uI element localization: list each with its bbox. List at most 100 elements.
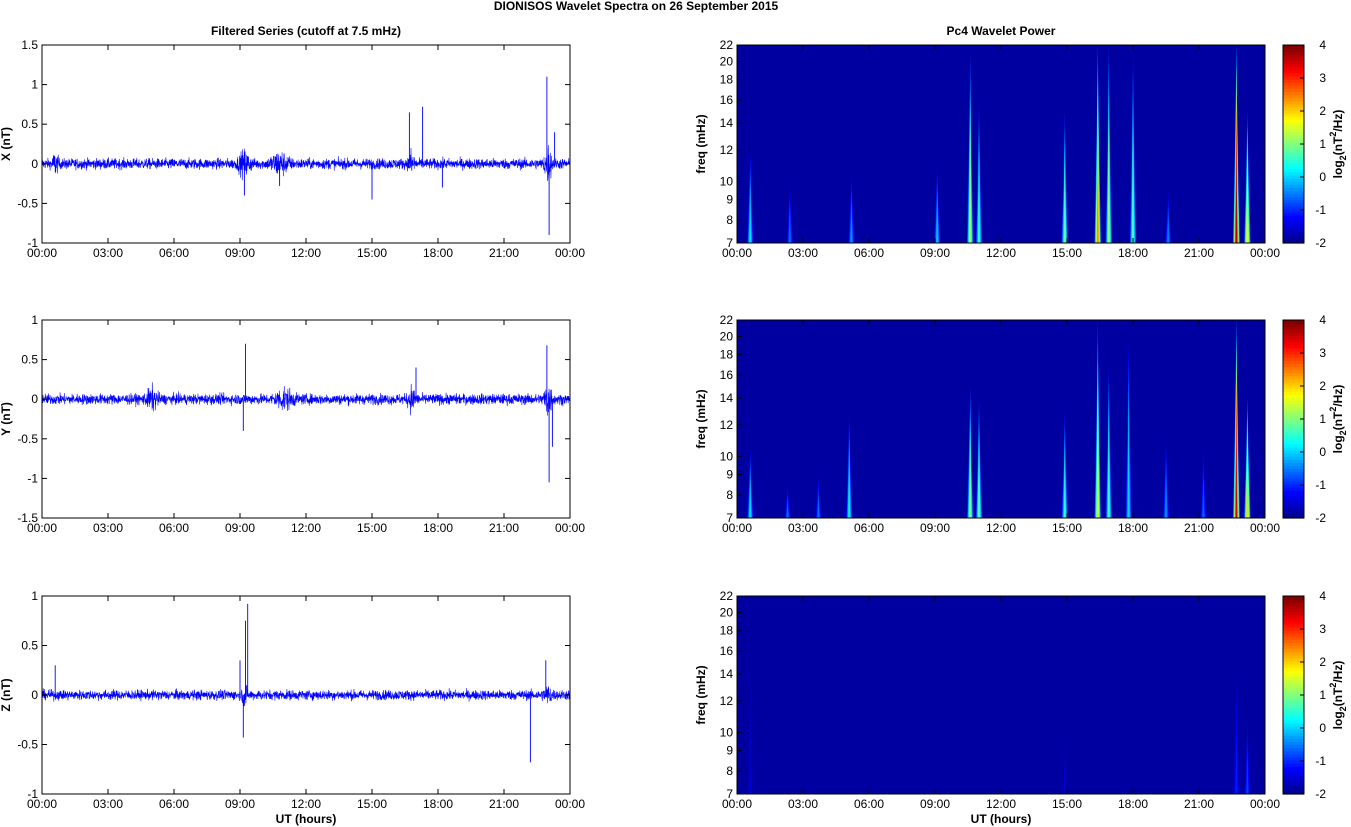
x-series-ytick-label: 0 [31,157,38,171]
y-wavelet-heatmap-background [737,320,1265,518]
x-wavelet-xtick-label: 21:00 [1184,246,1214,260]
z-wavelet-colorbar-segment [1283,713,1304,718]
x-wavelet-power-streak [1246,158,1249,243]
z-wavelet-colorbar-segment [1283,753,1304,758]
y-wavelet-colorbar-segment [1283,335,1304,340]
z-wavelet-colorbar-segment [1283,707,1304,712]
x-wavelet-colorbar-tick-label: 1 [1319,137,1326,151]
y-wavelet-colorbar-segment [1283,462,1304,467]
y-series-ytick-label: -1.5 [17,511,38,525]
z-wavelet-colorbar-segment [1283,691,1304,696]
y-wavelet-colorbar-tick-label: -1 [1315,478,1326,492]
x-wavelet-title: Pc4 Wavelet Power [947,24,1056,38]
x-wavelet-colorbar-segment [1283,125,1304,130]
z-wavelet-colorbar-segment [1283,651,1304,656]
y-wavelet-ytick-label: 7 [726,511,733,525]
y-wavelet-xtick-label: 06:00 [854,521,884,535]
x-wavelet-colorbar-tick-label: -1 [1315,203,1326,217]
y-wavelet-xtick-label: 00:00 [722,521,752,535]
x-series-xtick-label: 15:00 [357,246,387,260]
x-wavelet-colorbar-segment [1283,116,1304,120]
y-wavelet-colorbar-segment [1283,508,1304,513]
y-wavelet-colorbar-segment [1283,400,1304,405]
y-wavelet-colorbar-segment [1283,431,1304,436]
x-wavelet-colorbar-segment [1283,144,1304,148]
x-wavelet-colorbar-segment [1283,140,1304,145]
y-wavelet-colorbar-segment [1283,341,1304,346]
z-wavelet-colorbar-segment [1283,769,1304,773]
x-wavelet-power-streak [1063,158,1066,243]
z-series-xtick-label: 15:00 [357,797,387,811]
x-wavelet-power-streak [749,185,752,243]
y-wavelet-colorbar-segment [1283,514,1304,519]
x-series-ytick-label: 0.5 [21,117,38,131]
z-wavelet-ytick-label: 10 [720,725,734,739]
y-wavelet-colorbar-segment [1283,378,1304,383]
x-series-xtick-label: 21:00 [489,246,519,260]
z-wavelet-colorbar-segment [1283,719,1304,724]
z-wavelet-colorbar-tick-label: -1 [1315,754,1326,768]
z-wavelet-colorbar-segment [1283,787,1304,792]
z-series-ytick-label: 0.5 [21,639,38,653]
y-series-xtick-label: 00:00 [27,521,57,535]
z-wavelet-colorbar-segment [1283,750,1304,755]
y-wavelet-ytick-label: 9 [726,468,733,482]
y-wavelet-power-streak [1107,417,1110,518]
y-wavelet-colorbar-segment [1283,459,1304,463]
z-wavelet-xtick-label: 21:00 [1184,797,1214,811]
x-wavelet-colorbar-tick-label: 2 [1319,104,1326,118]
y-wavelet-xtick-label: 21:00 [1184,521,1214,535]
y-wavelet-colorbar-segment [1283,471,1304,476]
y-wavelet-xtick-label: 00:00 [1250,521,1280,535]
z-series-xtick-label: 00:00 [555,797,585,811]
x-series-xtick-label: 12:00 [291,246,321,260]
x-wavelet-power-streak [969,114,972,243]
x-series-ytick-label: 1 [31,78,38,92]
z-wavelet-xtick-label: 03:00 [788,797,818,811]
y-wavelet-ylabel: freq (mHz) [694,389,708,448]
z-wavelet-xtick-label: 09:00 [920,797,950,811]
x-wavelet-colorbar-segment [1283,88,1304,93]
y-wavelet-colorbar-tick-label: 4 [1319,313,1326,327]
x-wavelet-colorbar-segment [1283,153,1304,157]
x-series-xtick-label: 03:00 [93,246,123,260]
y-wavelet-colorbar-segment [1283,499,1304,504]
y-wavelet-colorbar-segment [1283,440,1304,445]
y-wavelet-colorbar-segment [1283,505,1304,510]
x-wavelet-colorbar-segment [1283,79,1304,83]
z-wavelet-colorbar-segment [1283,636,1304,640]
z-wavelet-colorbar-segment [1283,682,1304,687]
z-wavelet-colorbar-tick-label: 4 [1319,589,1326,603]
z-wavelet-colorbar-segment [1283,648,1304,653]
z-wavelet-colorbar-tick-label: -2 [1315,787,1326,801]
z-wavelet-colorbar-segment [1283,756,1304,761]
x-wavelet-colorbar-segment [1283,137,1304,142]
z-wavelet-colorbar-segment [1283,679,1304,684]
x-series-ytick-label: -0.5 [17,196,38,210]
z-wavelet-colorbar-segment [1283,657,1304,662]
x-wavelet-power-streak [1096,108,1099,244]
x-wavelet-colorbar-segment [1283,131,1304,136]
z-series-xtick-label: 12:00 [291,797,321,811]
z-series-ytick-label: -0.5 [17,738,38,752]
x-series-title: Filtered Series (cutoff at 7.5 mHz) [211,24,401,38]
y-wavelet-colorbar-tick-label: 3 [1319,346,1326,360]
z-wavelet-colorbar-tick-label: 2 [1319,655,1326,669]
x-wavelet-xtick-label: 06:00 [854,246,884,260]
z-wavelet-ytick-label: 8 [726,764,733,778]
y-wavelet-colorbar-segment [1283,329,1304,333]
y-series-xtick-label: 09:00 [225,521,255,535]
z-wavelet-colorbar-segment [1283,623,1304,628]
x-wavelet-ytick-label: 20 [720,54,734,68]
y-wavelet-colorbar-segment [1283,428,1304,432]
y-wavelet-xtick-label: 15:00 [1052,521,1082,535]
z-wavelet-ytick-label: 16 [720,644,734,658]
y-wavelet-colorbar-segment [1283,446,1304,451]
x-wavelet-colorbar-segment [1283,63,1304,68]
z-wavelet-colorbar-segment [1283,660,1304,665]
z-series-ytick-label: 1 [31,589,38,603]
y-wavelet-colorbar-segment [1283,453,1304,457]
y-wavelet-ytick-label: 18 [720,348,734,362]
y-series-ytick-label: 0.5 [21,353,38,367]
y-wavelet-colorbar-segment [1283,384,1304,389]
